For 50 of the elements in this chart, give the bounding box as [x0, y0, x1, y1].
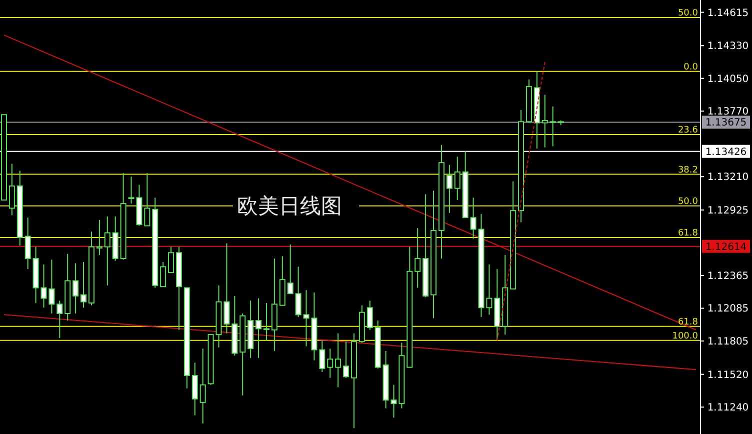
- annotation: 38.2: [678, 165, 698, 176]
- candlestick: [168, 246, 174, 274]
- candlestick: [263, 302, 270, 341]
- y-tick-label: 1.13210: [707, 172, 749, 184]
- candlestick: [104, 216, 110, 286]
- candlestick: [335, 332, 342, 388]
- y-tick-label: 1.14330: [707, 41, 749, 52]
- candlestick: [542, 94, 548, 148]
- annotation: 61.8: [678, 228, 698, 238]
- annotation: 61.8: [678, 317, 698, 328]
- candlestick: [319, 340, 326, 372]
- candlestick: [327, 348, 334, 378]
- annotation: 100.0: [672, 331, 698, 342]
- candlestick: [256, 298, 262, 358]
- y-tick-label: 1.13770: [707, 106, 749, 118]
- candlestick: [414, 228, 421, 288]
- annotation: 欧美日线图: [237, 194, 342, 218]
- ref-line-label: 1.13675: [705, 118, 747, 129]
- annotation: 0.0: [684, 62, 698, 72]
- y-tick-label: 1.12085: [707, 304, 749, 315]
- annotation: 50.0: [678, 8, 698, 19]
- ref-line-label: 1.13426: [705, 146, 747, 158]
- annotation: 50.0: [678, 196, 698, 207]
- annotation: 23.6: [678, 126, 698, 136]
- candlestick: [72, 262, 79, 314]
- candlestick: [96, 219, 102, 256]
- candlestick: [446, 164, 452, 214]
- candlestick: [56, 300, 63, 339]
- y-tick-label: 1.12925: [707, 205, 749, 216]
- y-tick-label: 1.14615: [707, 8, 749, 19]
- y-tick-label: 1.14050: [707, 74, 749, 85]
- candlestick: [8, 163, 15, 216]
- candlestick: [295, 266, 302, 318]
- candlestick: [80, 262, 87, 308]
- y-tick-label: 1.12365: [707, 270, 749, 282]
- candlestick: [192, 362, 198, 416]
- candlestick: [550, 106, 556, 147]
- ref-line-label: 1.12614: [705, 242, 747, 253]
- candlestick: [144, 172, 150, 226]
- candlestick: [366, 300, 373, 330]
- y-tick-label: 1.11805: [707, 336, 749, 348]
- candlestick: [454, 156, 460, 201]
- candlestick: [343, 341, 350, 378]
- candlestick: [160, 262, 166, 288]
- candlestick: [200, 348, 206, 424]
- y-tick-label: 1.11520: [707, 370, 749, 381]
- candlestick: [470, 197, 476, 240]
- y-tick-label: 1.11240: [707, 402, 749, 414]
- candlestick: [24, 217, 31, 270]
- candlestick: [287, 244, 294, 294]
